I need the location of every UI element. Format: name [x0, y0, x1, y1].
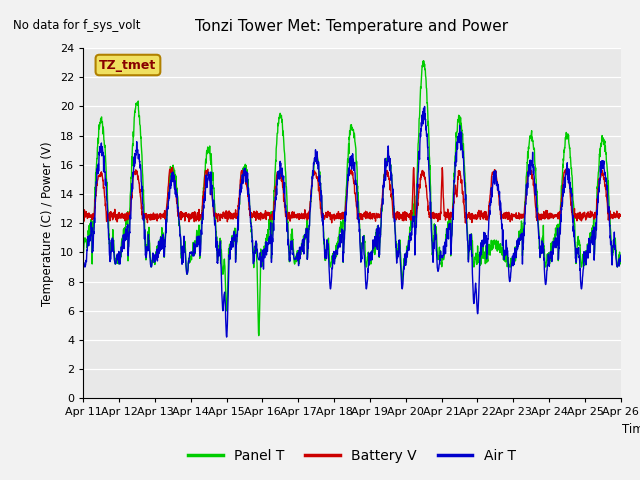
Legend: Panel T, Battery V, Air T: Panel T, Battery V, Air T: [183, 444, 521, 468]
Line: Battery V: Battery V: [83, 168, 621, 223]
Panel T: [229, 243, 237, 249]
Air T: [79, 257, 87, 263]
Panel T: [585, 241, 593, 247]
Battery V: [461, 220, 469, 226]
Panel T: [570, 204, 577, 209]
Air T: [509, 253, 516, 259]
Battery V: [79, 214, 87, 220]
Line: Air T: Air T: [83, 107, 621, 337]
Panel T: [420, 58, 428, 64]
Battery V: [380, 186, 387, 192]
Air T: [570, 234, 577, 240]
Air T: [617, 252, 625, 258]
Battery V: [585, 213, 593, 218]
Text: TZ_tmet: TZ_tmet: [99, 59, 157, 72]
Panel T: [255, 333, 262, 338]
Air T: [230, 237, 237, 242]
Air T: [368, 249, 376, 255]
Battery V: [368, 212, 376, 217]
Panel T: [368, 254, 376, 260]
Air T: [420, 104, 428, 109]
Air T: [585, 246, 593, 252]
Battery V: [509, 213, 516, 219]
Line: Panel T: Panel T: [83, 61, 621, 336]
Air T: [223, 334, 230, 340]
Battery V: [168, 165, 176, 170]
Panel T: [79, 247, 87, 253]
Text: No data for f_sys_volt: No data for f_sys_volt: [13, 19, 140, 32]
Battery V: [617, 213, 625, 219]
Panel T: [617, 261, 625, 267]
Battery V: [230, 216, 237, 222]
Panel T: [509, 254, 516, 260]
Air T: [380, 182, 387, 188]
Battery V: [570, 213, 577, 219]
X-axis label: Time: Time: [623, 423, 640, 436]
Text: Tonzi Tower Met: Temperature and Power: Tonzi Tower Met: Temperature and Power: [195, 19, 509, 34]
Y-axis label: Temperature (C) / Power (V): Temperature (C) / Power (V): [42, 141, 54, 305]
Panel T: [380, 187, 387, 192]
